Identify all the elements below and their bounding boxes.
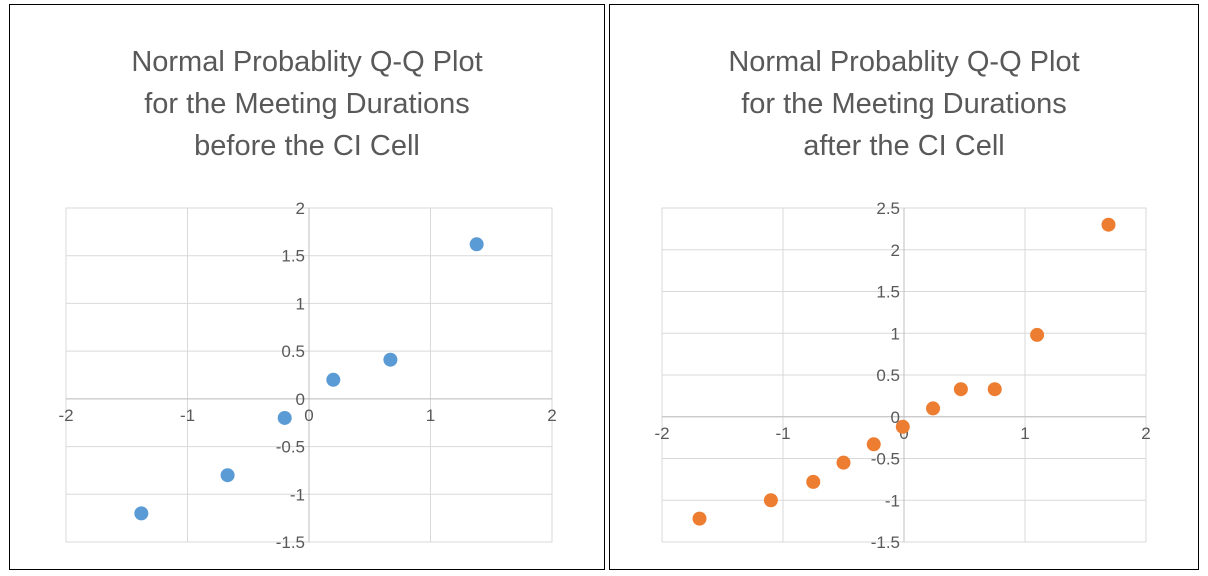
chart-title-line: for the Meeting Durations [741, 88, 1067, 120]
y-tick-label: 0.5 [281, 342, 305, 361]
y-tick-label: -1.5 [276, 533, 305, 552]
y-tick-label: 0 [296, 390, 305, 409]
y-tick-label: -0.5 [871, 450, 900, 469]
y-tick-label: 1.5 [281, 247, 305, 266]
chart-title-line: before the CI Cell [194, 130, 420, 162]
x-tick-label: -2 [654, 424, 669, 443]
y-tick-label: -1 [290, 485, 305, 504]
data-point [134, 506, 149, 521]
data-point [763, 493, 778, 508]
scatter-plot-before: 2 1.5 1 0.5 0 -0.5 -1 -1.5 -2 -1 0 1 2 [58, 199, 556, 552]
data-point [692, 511, 707, 526]
data-point [383, 352, 398, 367]
data-point [1101, 217, 1116, 232]
chart-title-line: Normal Probablity Q-Q Plot [728, 46, 1080, 78]
y-tick-label: 1 [296, 294, 305, 313]
x-tick-label: 2 [1141, 424, 1150, 443]
x-tick-label: -1 [180, 406, 195, 425]
data-point [866, 437, 881, 452]
x-tick-label: 1 [1020, 424, 1029, 443]
data-point [895, 419, 910, 434]
data-point [953, 382, 968, 397]
data-point [1030, 327, 1045, 342]
y-tick-label: 0 [891, 408, 900, 427]
y-tick-label: 2.5 [876, 199, 900, 218]
chart-title: Normal Probablity Q-Q Plot for the Meeti… [610, 41, 1198, 167]
y-tick-label: -0.5 [276, 438, 305, 457]
data-point [220, 468, 235, 483]
data-point [987, 382, 1002, 397]
y-tick-label: 2 [891, 241, 900, 260]
data-point [836, 455, 851, 470]
y-tick-label: -1 [885, 491, 900, 510]
chart-panel-before: Normal Probablity Q-Q Plot for the Meeti… [9, 4, 605, 570]
chart-title-line: for the Meeting Durations [144, 88, 470, 120]
data-point [926, 401, 941, 416]
data-point [277, 410, 292, 425]
data-point [469, 237, 484, 252]
x-tick-label: 2 [547, 406, 556, 425]
chart-title-line: after the CI Cell [803, 130, 1005, 162]
chart-title: Normal Probablity Q-Q Plot for the Meeti… [10, 41, 604, 167]
data-point [806, 474, 821, 489]
y-tick-label: 1.5 [876, 283, 900, 302]
x-tick-label: 1 [426, 406, 435, 425]
data-point [326, 372, 341, 387]
x-tick-label: 0 [304, 406, 313, 425]
x-tick-label: -1 [775, 424, 790, 443]
chart-title-line: Normal Probablity Q-Q Plot [131, 46, 483, 78]
y-tick-label: 2 [296, 199, 305, 218]
y-tick-label: 0.5 [876, 366, 900, 385]
y-tick-label: -1.5 [871, 533, 900, 552]
chart-panel-after: Normal Probablity Q-Q Plot for the Meeti… [609, 4, 1199, 570]
x-tick-label: -2 [58, 406, 73, 425]
y-tick-label: 1 [891, 324, 900, 343]
